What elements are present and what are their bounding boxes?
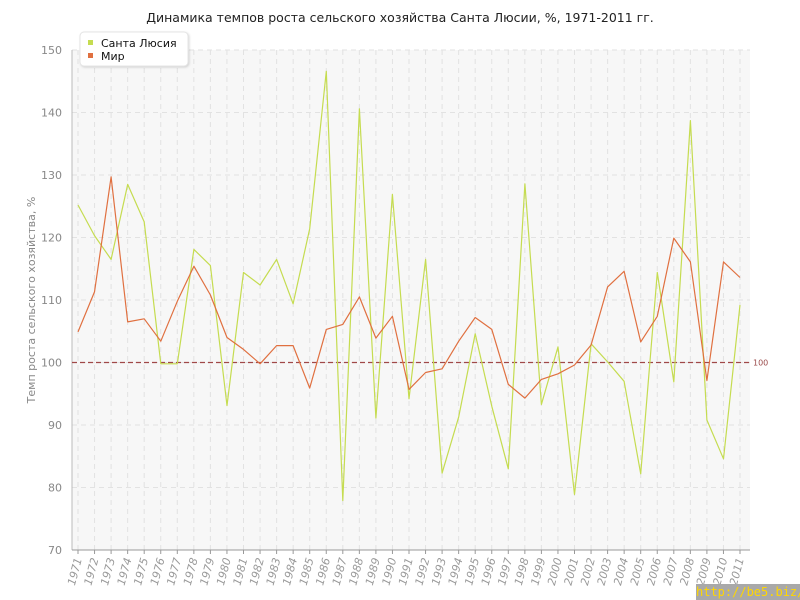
reference-line: 100 [72, 359, 768, 368]
y-tick-label: 110 [41, 294, 62, 307]
y-tick-label: 120 [41, 232, 62, 245]
y-tick-label: 100 [41, 357, 62, 370]
legend-swatch-santa-lucia [88, 40, 93, 45]
x-tick-label: 2011 [727, 556, 747, 586]
y-tick-label: 80 [48, 482, 62, 495]
legend-swatch-world [88, 53, 93, 58]
series-line-world [77, 176, 741, 399]
y-axis: 70 80 90 100 110 120 130 140 150 [41, 44, 73, 557]
x-axis: 1971197219731974197519761977197819791980… [65, 549, 750, 587]
legend-box [79, 31, 189, 67]
reference-line-label: 100 [753, 359, 768, 368]
y-tick-label: 90 [48, 419, 62, 432]
series-lines [77, 70, 741, 502]
y-axis-label: Темп роста сельского хозяйства, % [25, 197, 38, 405]
legend-label-world: Мир [101, 50, 125, 63]
series-line-santa-lucia [77, 70, 741, 502]
y-tick-label: 130 [41, 169, 62, 182]
legend: Санта Люсия Мир [79, 31, 189, 67]
y-tick-label: 140 [41, 107, 62, 120]
y-tick-label: 70 [48, 544, 62, 557]
chart-title: Динамика темпов роста сельского хозяйств… [146, 10, 654, 25]
legend-label-santa-lucia: Санта Люсия [101, 37, 177, 50]
y-tick-label: 150 [41, 44, 62, 57]
watermark-link[interactable]: http://be5.biz/ [696, 584, 800, 600]
